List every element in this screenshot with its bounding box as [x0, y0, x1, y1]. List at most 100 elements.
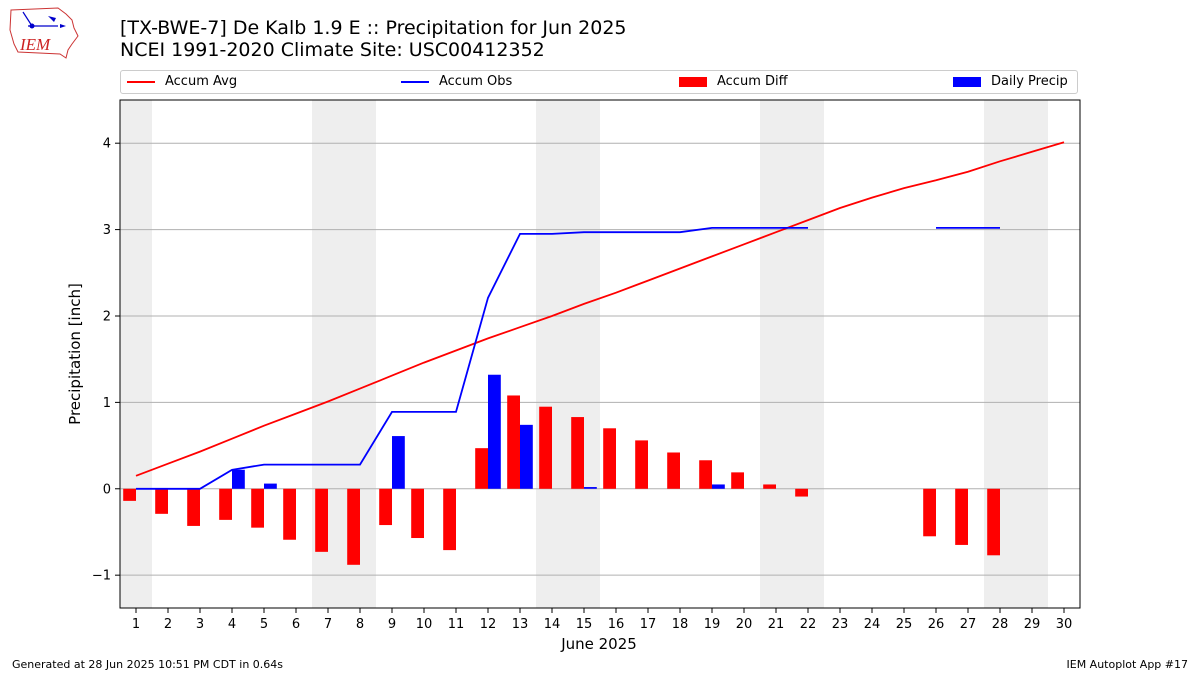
y-tick-label-5: 4: [103, 137, 111, 152]
y-tick-label-3: 2: [103, 309, 111, 324]
x-tick-label-24: 24: [864, 617, 881, 632]
diff-bar-28: [987, 488, 1000, 556]
diff-bar-5: [251, 488, 264, 528]
x-tick-label-22: 22: [800, 617, 817, 632]
x-tick-label-26: 26: [928, 617, 945, 632]
x-tick-label-7: 7: [324, 617, 332, 632]
diff-bar-6: [283, 488, 296, 540]
legend-label-accum-diff: Accum Diff: [717, 74, 788, 89]
legend-item-accum-diff: Accum Diff: [679, 74, 788, 89]
bars-layer: [123, 374, 1000, 565]
x-tick-label-16: 16: [608, 617, 625, 632]
logo-text: IEM: [19, 35, 51, 54]
legend-label-accum-avg: Accum Avg: [165, 74, 238, 89]
daily-bar-4: [232, 469, 245, 489]
weekend-shading-layer: [120, 100, 1048, 608]
iem-logo-graphic: IEM: [9, 7, 79, 59]
diff-bar-20: [731, 472, 744, 489]
x-tick-label-12: 12: [480, 617, 497, 632]
iem-logo: IEM: [8, 6, 80, 60]
x-tick-label-30: 30: [1056, 617, 1073, 632]
x-tick-label-11: 11: [448, 617, 465, 632]
y-axis-label: Precipitation [inch]: [66, 283, 84, 425]
legend-swatch-daily-precip: [953, 76, 981, 87]
x-tick-label-10: 10: [416, 617, 433, 632]
accum-obs-line: [136, 227, 1000, 490]
daily-bar-9: [392, 436, 405, 489]
footer-generated: Generated at 28 Jun 2025 10:51 PM CDT in…: [12, 658, 284, 671]
weekend-band-0: [120, 100, 152, 608]
diff-bar-1: [123, 488, 136, 501]
accum-avg-line: [135, 141, 1065, 477]
x-tick-label-19: 19: [704, 617, 721, 632]
diff-bar-18: [667, 452, 680, 489]
x-tick-label-9: 9: [388, 617, 396, 632]
x-tick-label-23: 23: [832, 617, 849, 632]
x-tick-label-29: 29: [1024, 617, 1041, 632]
diff-bar-7: [315, 488, 328, 552]
diff-bar-17: [635, 440, 648, 489]
y-tick-label-1: 0: [103, 482, 111, 497]
diff-bar-4: [219, 488, 232, 520]
diff-bar-14: [539, 406, 552, 489]
y-tick-label-0: −1: [92, 569, 111, 584]
x-axis-label: June 2025: [560, 635, 637, 653]
legend-label-daily-precip: Daily Precip: [991, 74, 1068, 89]
legend-item-accum-avg: Accum Avg: [127, 74, 237, 89]
grid-layer: [120, 142, 1080, 576]
daily-bar-5: [264, 483, 277, 489]
lines-layer: [135, 141, 1065, 490]
legend-swatch-accum-diff: [679, 76, 707, 87]
chart-title: [TX-BWE-7] De Kalb 1.9 E :: Precipitatio…: [120, 17, 627, 61]
title-line-1: [TX-BWE-7] De Kalb 1.9 E :: Precipitatio…: [120, 17, 627, 39]
x-tick-label-13: 13: [512, 617, 529, 632]
x-tick-label-18: 18: [672, 617, 689, 632]
title-line-2: NCEI 1991-2020 Climate Site: USC00412352: [120, 39, 545, 61]
diff-bar-19: [699, 460, 712, 489]
diff-bar-27: [955, 488, 968, 545]
weekend-band-3: [760, 100, 824, 608]
x-tick-label-5: 5: [260, 617, 268, 632]
daily-bar-13: [520, 424, 533, 489]
x-tick-label-25: 25: [896, 617, 913, 632]
diff-bar-22: [795, 488, 808, 497]
daily-bar-19: [712, 484, 725, 489]
legend-swatch-accum-avg: [127, 80, 155, 83]
diff-bar-3: [187, 488, 200, 526]
legend: Accum Avg Accum Obs Accum Diff Daily Pre…: [120, 70, 1078, 94]
diff-bar-9: [379, 488, 392, 526]
x-tick-label-3: 3: [196, 617, 204, 632]
diff-bar-11: [443, 488, 456, 551]
x-tick-label-27: 27: [960, 617, 977, 632]
x-tick-label-21: 21: [768, 617, 785, 632]
y-tick-label-2: 1: [103, 396, 111, 411]
diff-bar-13: [507, 395, 520, 489]
x-tick-label-8: 8: [356, 617, 364, 632]
diff-bar-15: [571, 417, 584, 489]
plot-frame: [119, 99, 1081, 609]
daily-bar-12: [488, 374, 501, 489]
diff-bar-26: [923, 488, 936, 537]
legend-swatch-accum-obs: [401, 80, 429, 83]
diff-bar-10: [411, 488, 424, 539]
footer-app: IEM Autoplot App #17: [1066, 658, 1189, 671]
diff-bar-16: [603, 428, 616, 489]
weekend-band-2: [536, 100, 600, 608]
diff-bar-2: [155, 488, 168, 514]
diff-bar-12: [475, 448, 488, 489]
x-tick-label-14: 14: [544, 617, 561, 632]
legend-item-daily-precip: Daily Precip: [953, 74, 1068, 89]
x-tick-label-20: 20: [736, 617, 753, 632]
daily-bar-15: [584, 487, 597, 489]
x-tick-label-4: 4: [228, 617, 236, 632]
x-tick-label-1: 1: [132, 617, 140, 632]
x-tick-label-2: 2: [164, 617, 172, 632]
diff-bar-8: [347, 488, 360, 565]
y-tick-label-4: 3: [103, 223, 111, 238]
x-tick-label-15: 15: [576, 617, 593, 632]
x-tick-label-28: 28: [992, 617, 1009, 632]
legend-label-accum-obs: Accum Obs: [439, 74, 513, 89]
x-tick-label-6: 6: [292, 617, 300, 632]
